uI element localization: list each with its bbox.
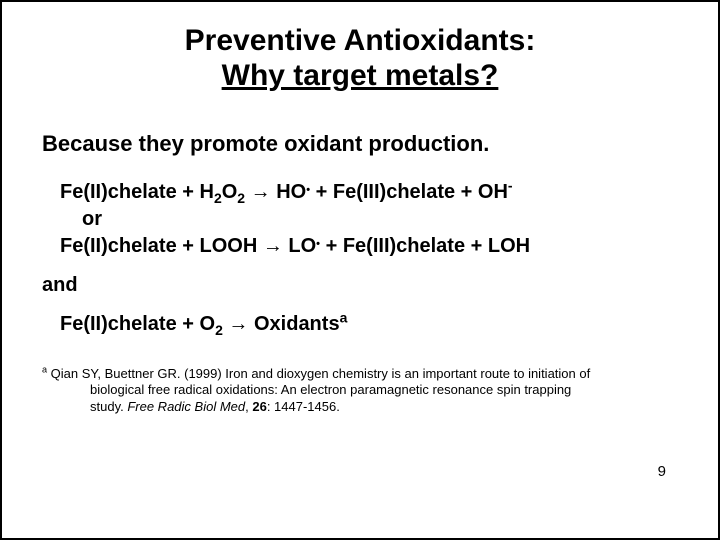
- eq1-radical: •: [306, 184, 310, 196]
- eq2-radical: •: [316, 238, 320, 250]
- eq1-rhs1: HO: [276, 181, 306, 203]
- eq1-mid1: O: [222, 181, 238, 203]
- footnote-part3c: : 1447-1456.: [267, 399, 340, 414]
- footnote-journal: Free Radic Biol Med: [127, 399, 245, 414]
- eq2-arrow: →: [263, 235, 283, 257]
- equation-2: Fe(II)chelate + LOOH → LO• + Fe(III)chel…: [60, 233, 678, 260]
- eq2-lhs: Fe(II)chelate + LOOH: [60, 235, 263, 257]
- eq2-rhs2: + Fe(III)chelate + LOH: [320, 235, 530, 257]
- equation-3: Fe(II)chelate + O2 → Oxidantsa: [60, 311, 678, 338]
- title-line2: Why target metals?: [42, 59, 678, 94]
- footnote-line3: study. Free Radic Biol Med, 26: 1447-145…: [42, 399, 668, 415]
- eq3-arrow: →: [223, 313, 254, 335]
- title-line1: Preventive Antioxidants:: [42, 24, 678, 59]
- footnote-part3a: study.: [90, 399, 127, 414]
- eq2-rhs1: LO: [283, 235, 316, 257]
- title-block: Preventive Antioxidants: Why target meta…: [42, 24, 678, 93]
- slide: Preventive Antioxidants: Why target meta…: [2, 2, 718, 538]
- eq1-sub1: 2: [214, 190, 222, 206]
- footnote: a Qian SY, Buettner GR. (1999) Iron and …: [42, 366, 678, 415]
- eq1-arrow: →: [245, 181, 276, 203]
- eq1-super1: -: [508, 177, 513, 193]
- footnote-vol: 26: [252, 399, 266, 414]
- equation-1: Fe(II)chelate + H2O2 → HO• + Fe(III)chel…: [60, 179, 678, 206]
- eq1-sub2: 2: [237, 190, 245, 206]
- eq3-super1: a: [340, 309, 348, 325]
- eq3-lhs1: Fe(II)chelate + O: [60, 313, 215, 335]
- and-label: and: [42, 274, 678, 297]
- eq1-lhs1: Fe(II)chelate + H: [60, 181, 214, 203]
- slide-number: 9: [658, 463, 666, 480]
- footnote-part2: biological free radical oxidations: An e…: [42, 382, 668, 398]
- statement: Because they promote oxidant production.: [42, 131, 678, 157]
- footnote-part1: Qian SY, Buettner GR. (1999) Iron and di…: [47, 366, 590, 381]
- eq3-rhs1: Oxidants: [254, 313, 340, 335]
- or-label: or: [82, 206, 678, 233]
- eq1-rhs2: + Fe(III)chelate + OH: [310, 181, 508, 203]
- eq3-sub1: 2: [215, 322, 223, 338]
